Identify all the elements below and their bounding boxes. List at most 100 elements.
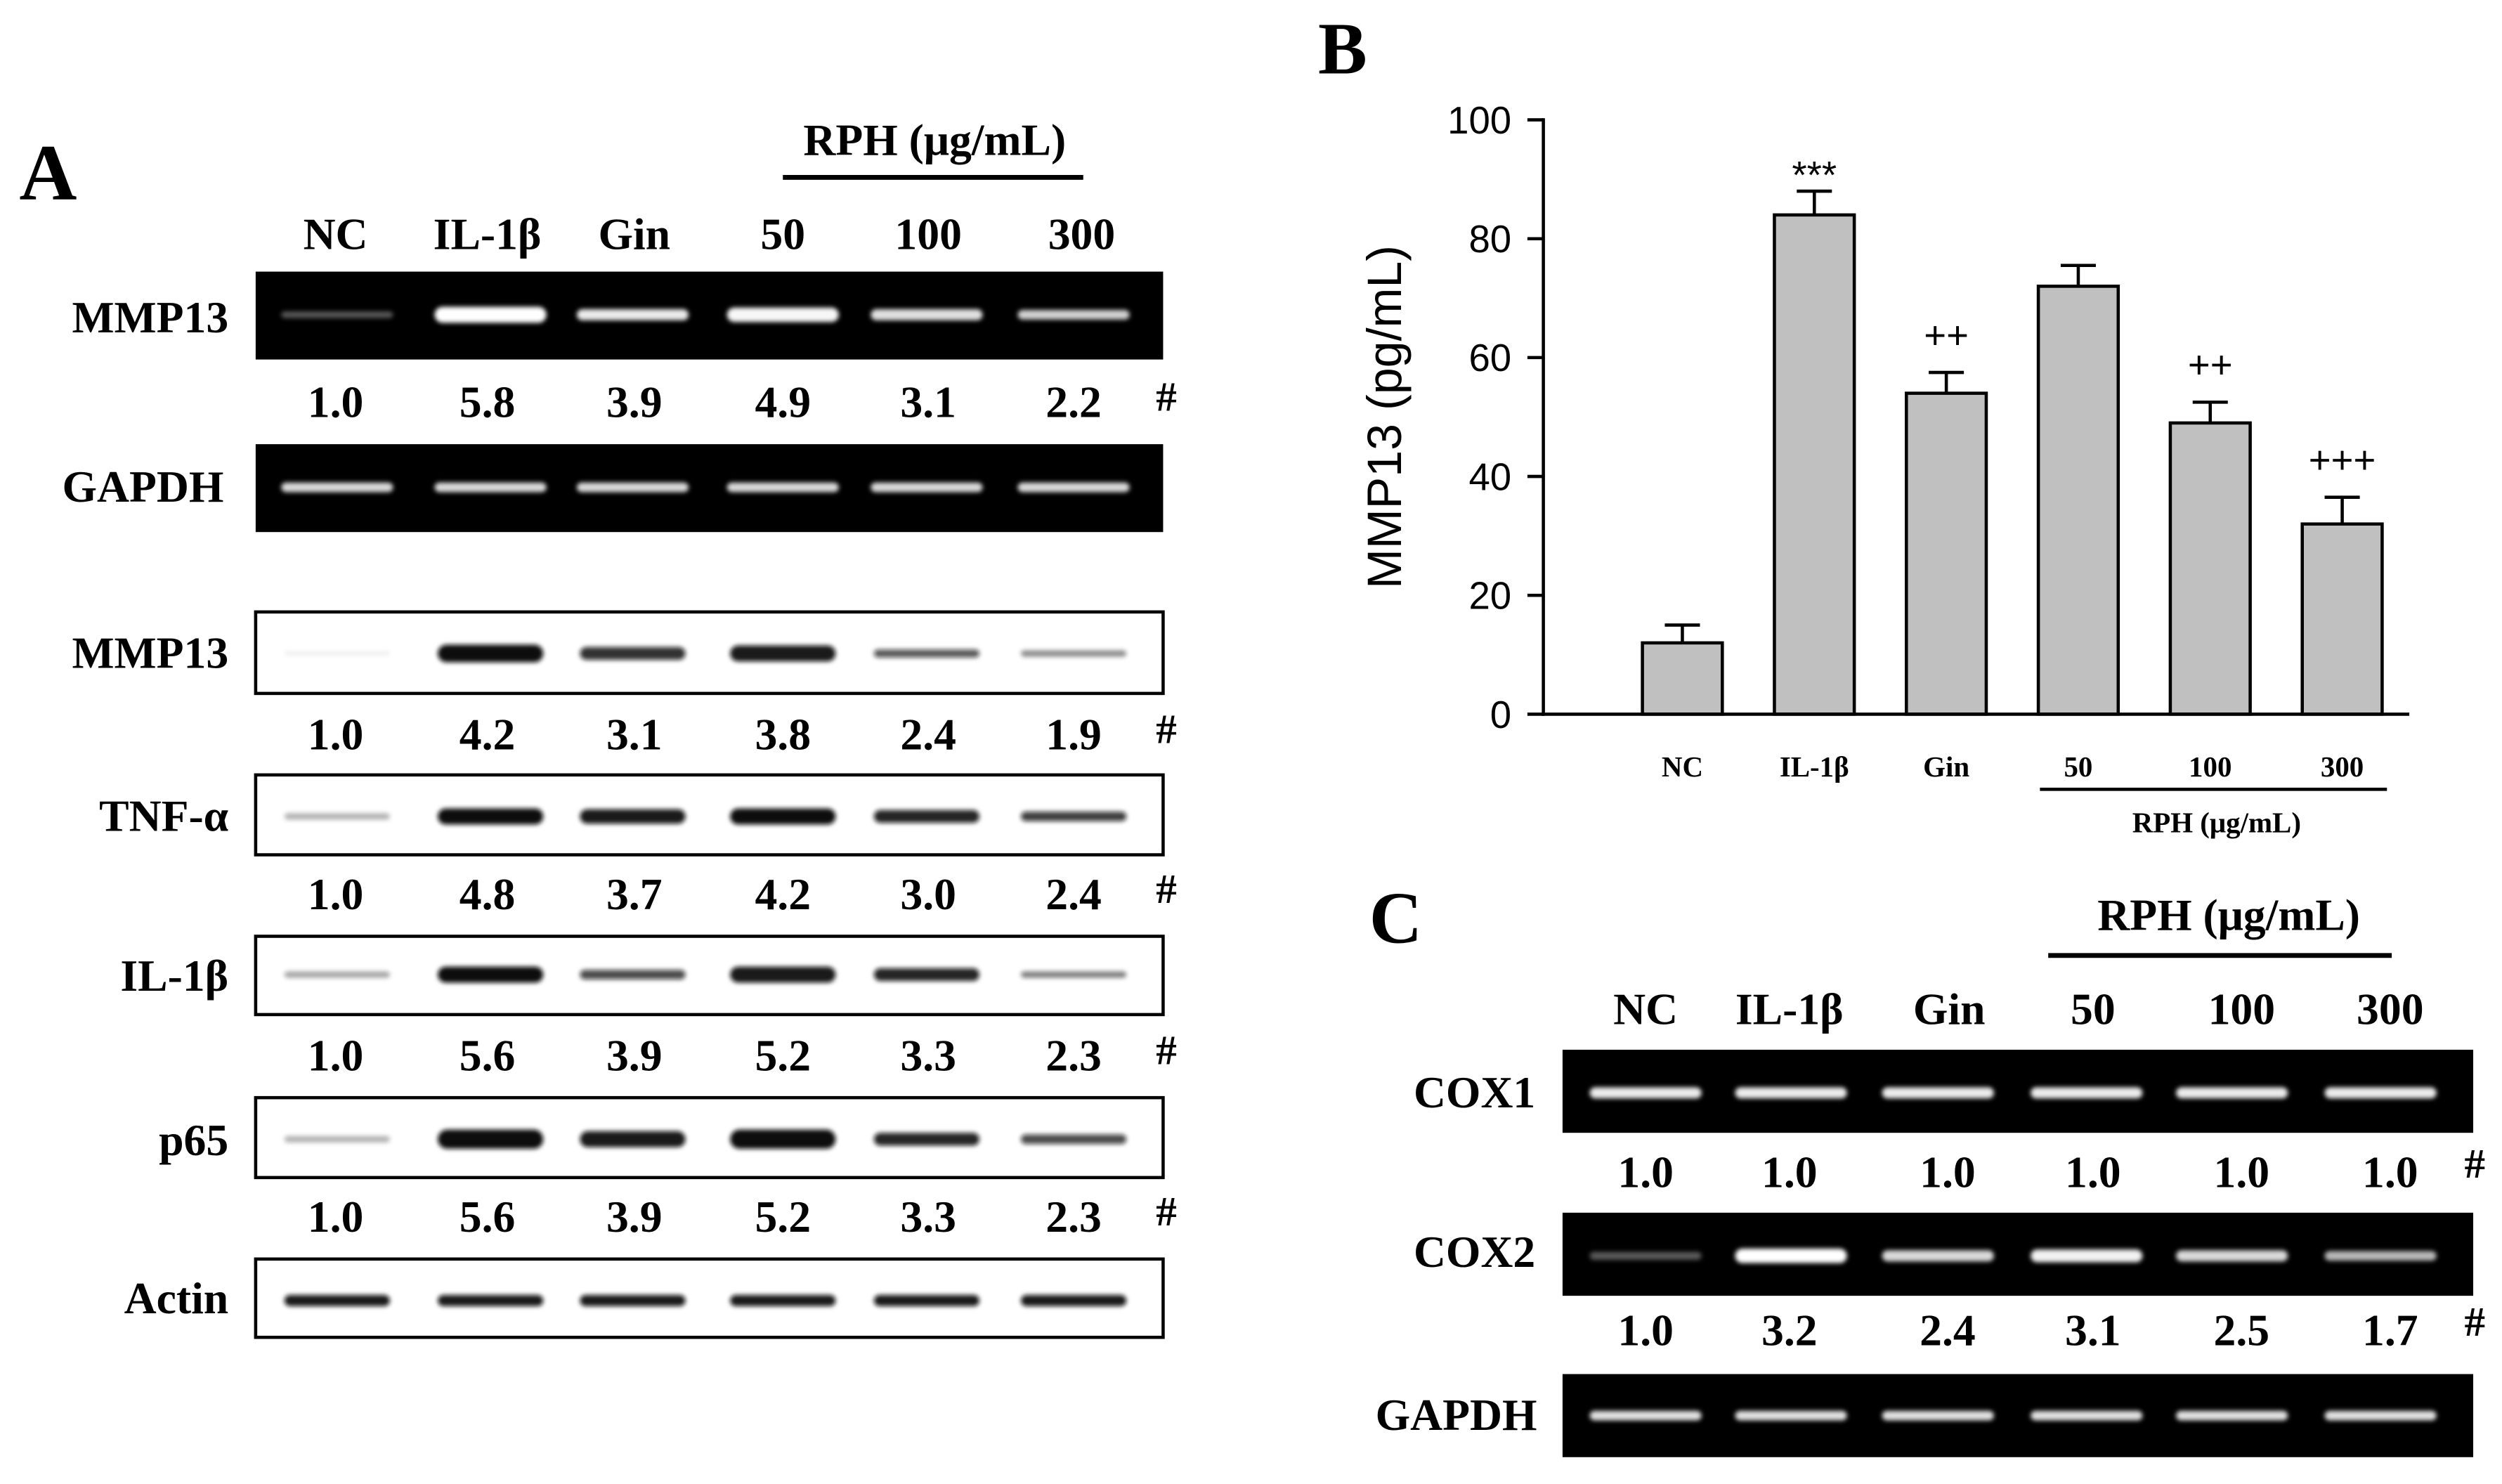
bars <box>1641 213 2384 716</box>
panel-a: A RPH (μg/mL) NC IL-1β Gin 50 100 300 MM… <box>19 115 1177 1339</box>
band <box>873 809 979 824</box>
ratio-value: 3.1 <box>2065 1306 2121 1355</box>
band <box>438 1294 544 1306</box>
gel-bands-gapdh-c <box>1589 1410 2437 1421</box>
error-bars <box>1664 189 2360 643</box>
band <box>434 482 547 493</box>
significance-rph-100: ++ <box>2188 344 2233 386</box>
x-tick-label-rph-100: 100 <box>2189 751 2231 783</box>
ratio-value: 4.2 <box>755 869 811 919</box>
band <box>1021 1134 1127 1145</box>
ratio-row-cox2: 1.0 3.2 2.4 3.1 2.5 1.7 # <box>1617 1298 2485 1355</box>
significance-marker: # <box>1156 705 1177 752</box>
band <box>730 645 836 662</box>
ratio-row-p65: 1.0 5.6 3.9 5.2 3.3 2.3 # <box>308 1188 1177 1242</box>
panel-c-label: C <box>1369 878 1423 959</box>
ratio-row-mmp13-blot: 1.0 4.2 3.1 3.8 2.4 1.9 # <box>308 705 1177 759</box>
band <box>2324 1251 2437 1261</box>
panel-c-group-label: RPH (μg/mL) <box>2097 890 2360 939</box>
significance-marker: # <box>1156 866 1177 912</box>
ratio-value: 1.0 <box>1617 1306 1674 1355</box>
row-label-tnf-alpha: TNF-α <box>99 790 228 840</box>
ratio-value: 3.2 <box>1761 1306 1818 1355</box>
lane-header: 300 <box>1048 209 1115 259</box>
y-axis-label: MMP13 (pg/mL) <box>1358 245 1412 589</box>
gel-bands-cox2 <box>1589 1249 2437 1263</box>
band <box>1589 1087 1702 1099</box>
bar-il-1beta <box>1773 213 1856 716</box>
band <box>284 971 390 978</box>
significance-marker: # <box>2465 1140 2486 1187</box>
lane-header: 100 <box>894 209 961 259</box>
band <box>284 813 390 820</box>
band <box>580 1131 686 1147</box>
bar-rph-300 <box>2300 522 2384 716</box>
band <box>1735 1087 1847 1099</box>
lane-header: 300 <box>2357 984 2423 1034</box>
gel-gapdh-c <box>1562 1374 2474 1457</box>
significance-marker: # <box>1156 373 1177 419</box>
gel-bands-gapdh <box>281 482 1130 493</box>
gel-mmp13 <box>255 271 1164 360</box>
ratio-value: 1.0 <box>1920 1147 1976 1197</box>
band <box>2324 1087 2437 1099</box>
row-label-actin: Actin <box>124 1273 229 1323</box>
band <box>730 966 836 983</box>
band <box>438 1129 544 1149</box>
band <box>1735 1249 1847 1263</box>
band <box>1589 1410 1702 1421</box>
ratio-value: 5.8 <box>460 377 516 427</box>
y-tick-label: 60 <box>1468 337 1511 379</box>
ratio-value: 1.7 <box>2362 1306 2418 1355</box>
band <box>873 1294 979 1306</box>
band <box>284 1135 390 1143</box>
ratio-value: 5.2 <box>755 1192 811 1242</box>
band <box>438 644 544 663</box>
panel-c-lane-headers: NC IL-1β Gin 50 100 300 <box>1613 984 2423 1034</box>
panel-a-label: A <box>19 129 77 217</box>
significance-gin: ++ <box>1924 314 1969 357</box>
ratio-value: 4.2 <box>460 709 516 759</box>
band <box>434 306 547 323</box>
band <box>1882 1087 1994 1099</box>
significance-il-1beta: *** <box>1792 154 1837 197</box>
band <box>576 309 689 320</box>
ratio-row-tnf-alpha: 1.0 4.8 3.7 4.2 3.0 2.4 # <box>308 866 1177 919</box>
band <box>2324 1410 2437 1421</box>
ratio-value: 1.0 <box>308 377 364 427</box>
band <box>1882 1410 1994 1421</box>
band <box>2031 1087 2143 1099</box>
blot-bands-actin <box>284 1294 1127 1306</box>
row-label-gapdh-gel: GAPDH <box>63 462 224 512</box>
bar-gin <box>1904 391 1988 716</box>
significance-marker: # <box>1156 1188 1177 1235</box>
ratio-value: 2.4 <box>900 709 956 759</box>
ratio-value: 2.4 <box>1045 869 1102 919</box>
band <box>2176 1087 2288 1099</box>
band <box>438 808 544 825</box>
panel-b-label: B <box>1318 8 1367 90</box>
blot-p65 <box>254 1095 1165 1180</box>
row-label-gapdh-c: GAPDH <box>1376 1390 1537 1440</box>
band <box>580 1294 686 1306</box>
band <box>871 309 983 320</box>
band <box>1882 1250 1994 1262</box>
lane-header: IL-1β <box>1735 984 1844 1034</box>
band <box>580 809 686 824</box>
band <box>730 808 836 825</box>
ratio-value: 2.3 <box>1045 1192 1102 1242</box>
significance-annotations: ***+++++++ <box>1792 154 2376 482</box>
ratio-value: 1.9 <box>1045 709 1102 759</box>
ratio-value: 2.2 <box>1045 377 1102 427</box>
band <box>284 651 390 656</box>
band <box>1735 1410 1847 1421</box>
ratio-row-mmp13-gel: 1.0 5.8 3.9 4.9 3.1 2.2 # <box>308 373 1177 427</box>
ratio-value: 1.0 <box>2362 1147 2418 1197</box>
x-tick-label-rph-50: 50 <box>2064 751 2092 783</box>
bar-rph-50 <box>2036 285 2120 716</box>
significance-rph-300: +++ <box>2309 439 2376 482</box>
ratio-value: 3.3 <box>900 1031 956 1081</box>
ratio-value: 1.0 <box>1761 1147 1818 1197</box>
band <box>284 1294 390 1306</box>
